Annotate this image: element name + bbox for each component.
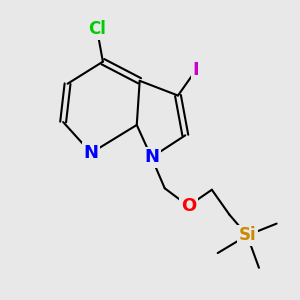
Text: Cl: Cl — [88, 20, 106, 38]
Text: Si: Si — [238, 226, 256, 244]
Text: I: I — [192, 61, 199, 80]
Text: N: N — [144, 148, 159, 166]
Text: N: N — [84, 144, 99, 162]
Text: O: O — [181, 197, 196, 215]
